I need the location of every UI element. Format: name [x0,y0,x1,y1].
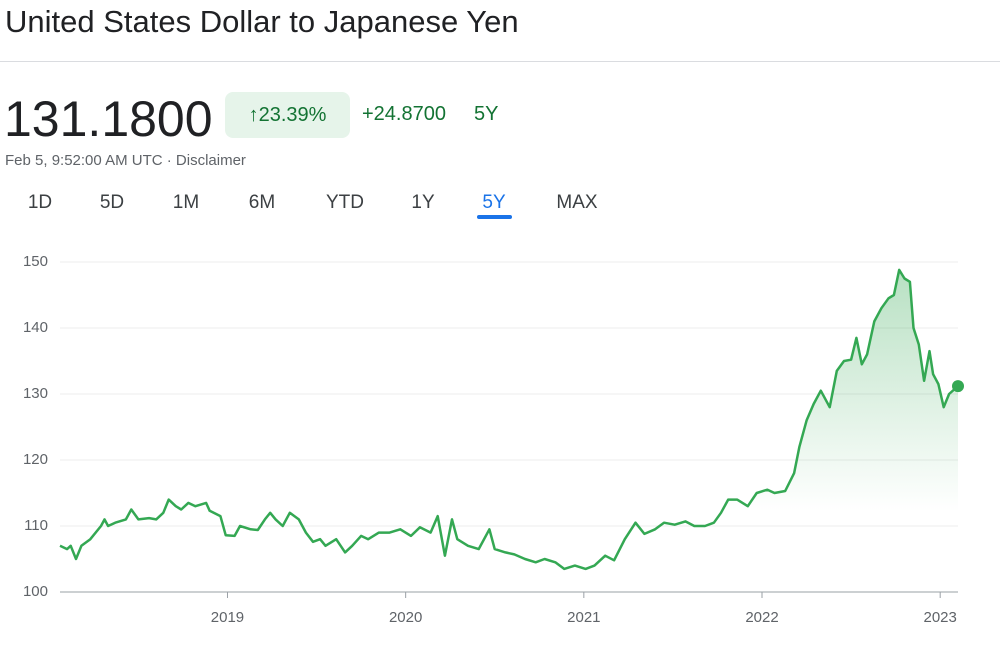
tab-underline [477,215,512,219]
range-tab[interactable]: YTD [326,192,364,213]
timestamp: Feb 5, 9:52:00 AM UTC [5,152,163,169]
line [59,268,959,571]
y-tick-label: 120 [23,451,48,468]
x-tick-label: 2021 [567,609,600,626]
chart: 100 110 120 130 140 150 2019 2020 2021 2022 2023 [23,253,964,626]
range-tab[interactable]: 1Y [411,192,435,213]
meta: Feb 5, 9:52:00 AM UTC · Disclaimer [5,152,246,169]
y-tick-label: 110 [24,517,48,534]
range-tab[interactable]: MAX [556,192,598,213]
area [60,269,958,592]
y-tick-label: 150 [23,253,48,270]
y-tick-label: 140 [23,319,48,336]
separator: · [166,152,172,169]
disclaimer[interactable]: Disclaimer [175,152,246,169]
change: +24.8700 [362,103,446,125]
price: 131.1800 [4,91,213,147]
x-tick-label: 2022 [745,609,778,626]
page-title: United States Dollar to Japanese Yen [5,4,519,39]
divider [0,61,1000,62]
x-tick-label: 2020 [389,609,422,626]
range-tab[interactable]: 5D [99,192,125,213]
range-tab[interactable]: 1M [172,192,200,213]
period: 5Y [474,103,499,125]
x-tick-label: 2023 [923,609,956,626]
current-point [952,380,964,393]
x-tick-label: 2019 [211,609,244,626]
range-tab[interactable]: 5Y [482,192,506,213]
y-tick-label: 100 [23,583,48,600]
y-tick-label: 130 [23,385,48,402]
range-tab[interactable]: 6M [248,192,276,213]
range-tab[interactable]: 1D [27,192,53,213]
change-percent: ↑23.39% [225,92,350,138]
